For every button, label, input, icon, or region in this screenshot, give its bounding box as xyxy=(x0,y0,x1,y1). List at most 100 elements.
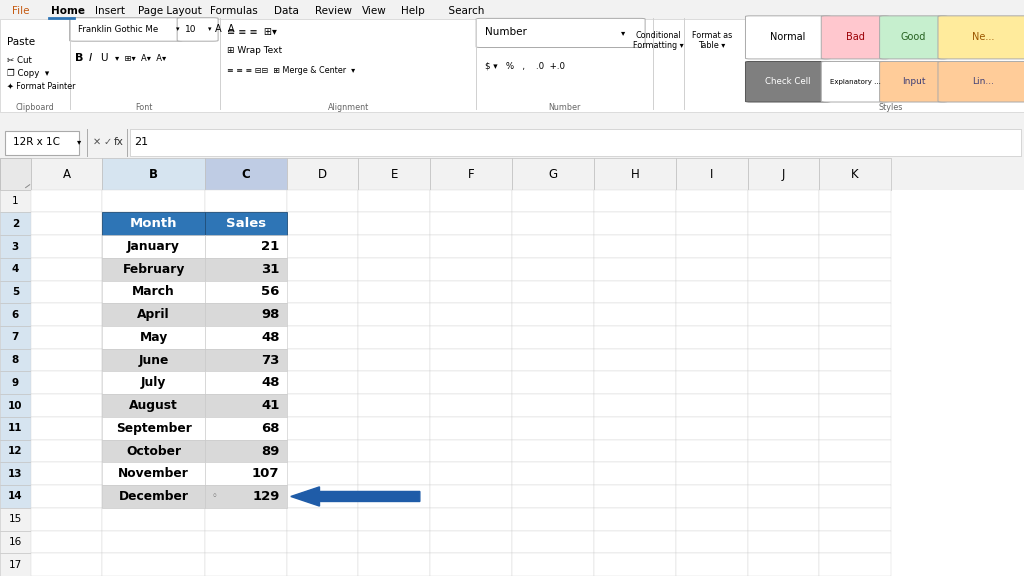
FancyBboxPatch shape xyxy=(512,439,594,463)
FancyBboxPatch shape xyxy=(748,372,819,394)
FancyBboxPatch shape xyxy=(102,463,205,485)
Text: ◦: ◦ xyxy=(212,491,218,502)
FancyBboxPatch shape xyxy=(0,349,31,372)
FancyBboxPatch shape xyxy=(476,18,645,48)
FancyBboxPatch shape xyxy=(102,463,205,485)
FancyBboxPatch shape xyxy=(748,394,819,417)
FancyBboxPatch shape xyxy=(102,349,205,372)
FancyBboxPatch shape xyxy=(430,235,512,258)
FancyBboxPatch shape xyxy=(594,281,676,304)
FancyBboxPatch shape xyxy=(594,530,676,554)
FancyBboxPatch shape xyxy=(676,554,748,576)
FancyBboxPatch shape xyxy=(358,394,430,417)
Text: Lin...: Lin... xyxy=(972,77,994,86)
Text: U: U xyxy=(100,54,108,63)
FancyBboxPatch shape xyxy=(821,62,889,102)
Text: July: July xyxy=(141,376,166,389)
FancyBboxPatch shape xyxy=(31,463,102,485)
Text: 10: 10 xyxy=(185,25,197,33)
FancyBboxPatch shape xyxy=(512,485,594,508)
FancyBboxPatch shape xyxy=(358,439,430,463)
FancyBboxPatch shape xyxy=(512,190,594,213)
Text: ✂ Cut: ✂ Cut xyxy=(7,56,32,65)
FancyBboxPatch shape xyxy=(430,554,512,576)
FancyBboxPatch shape xyxy=(0,463,31,485)
Text: December: December xyxy=(119,490,188,503)
Text: ▾: ▾ xyxy=(208,26,211,32)
FancyBboxPatch shape xyxy=(430,417,512,439)
FancyBboxPatch shape xyxy=(358,349,430,372)
FancyBboxPatch shape xyxy=(287,394,358,417)
Text: 21: 21 xyxy=(261,240,280,253)
Text: Alignment: Alignment xyxy=(328,103,369,112)
FancyBboxPatch shape xyxy=(745,16,830,59)
FancyBboxPatch shape xyxy=(819,281,891,304)
FancyBboxPatch shape xyxy=(102,485,205,508)
FancyBboxPatch shape xyxy=(0,554,31,576)
FancyBboxPatch shape xyxy=(102,530,205,554)
Text: ❐ Copy  ▾: ❐ Copy ▾ xyxy=(7,69,49,78)
FancyBboxPatch shape xyxy=(819,417,891,439)
FancyBboxPatch shape xyxy=(512,554,594,576)
FancyBboxPatch shape xyxy=(177,18,218,41)
FancyBboxPatch shape xyxy=(594,190,676,213)
Text: Data: Data xyxy=(274,6,299,16)
FancyBboxPatch shape xyxy=(205,394,287,417)
Text: K: K xyxy=(851,168,859,180)
FancyBboxPatch shape xyxy=(0,281,31,304)
FancyBboxPatch shape xyxy=(358,326,430,349)
FancyBboxPatch shape xyxy=(358,235,430,258)
FancyBboxPatch shape xyxy=(430,530,512,554)
FancyBboxPatch shape xyxy=(748,304,819,326)
FancyBboxPatch shape xyxy=(70,18,182,41)
Text: ▾: ▾ xyxy=(176,26,179,32)
Text: 31: 31 xyxy=(261,263,280,276)
Text: 13: 13 xyxy=(8,469,23,479)
Text: 12: 12 xyxy=(8,446,23,456)
FancyBboxPatch shape xyxy=(287,349,358,372)
FancyBboxPatch shape xyxy=(102,235,205,258)
Text: May: May xyxy=(139,331,168,344)
Text: Normal: Normal xyxy=(770,32,806,43)
FancyBboxPatch shape xyxy=(819,326,891,349)
FancyBboxPatch shape xyxy=(358,417,430,439)
Text: 16: 16 xyxy=(9,537,22,547)
FancyBboxPatch shape xyxy=(102,417,205,439)
FancyBboxPatch shape xyxy=(0,158,1024,190)
Text: 12R x 1C: 12R x 1C xyxy=(13,137,60,147)
FancyBboxPatch shape xyxy=(512,304,594,326)
FancyBboxPatch shape xyxy=(0,372,31,394)
Text: fx: fx xyxy=(114,137,124,147)
Text: September: September xyxy=(116,422,191,435)
FancyBboxPatch shape xyxy=(748,417,819,439)
FancyBboxPatch shape xyxy=(205,304,287,326)
FancyBboxPatch shape xyxy=(102,304,205,326)
Text: 7: 7 xyxy=(11,332,19,342)
FancyBboxPatch shape xyxy=(102,258,205,281)
FancyBboxPatch shape xyxy=(430,213,512,235)
FancyBboxPatch shape xyxy=(31,508,102,530)
FancyBboxPatch shape xyxy=(287,326,358,349)
FancyBboxPatch shape xyxy=(0,213,31,235)
FancyBboxPatch shape xyxy=(676,213,748,235)
FancyBboxPatch shape xyxy=(748,439,819,463)
Text: 9: 9 xyxy=(12,378,18,388)
Text: 129: 129 xyxy=(252,490,280,503)
Text: Font: Font xyxy=(136,103,153,112)
FancyBboxPatch shape xyxy=(102,258,205,281)
FancyBboxPatch shape xyxy=(31,530,102,554)
Text: File: File xyxy=(12,6,30,16)
FancyBboxPatch shape xyxy=(594,258,676,281)
FancyBboxPatch shape xyxy=(205,326,287,349)
FancyBboxPatch shape xyxy=(31,417,102,439)
FancyBboxPatch shape xyxy=(0,508,31,530)
FancyBboxPatch shape xyxy=(205,190,287,213)
FancyBboxPatch shape xyxy=(102,417,205,439)
Text: Format as
Table ▾: Format as Table ▾ xyxy=(691,31,732,50)
FancyBboxPatch shape xyxy=(676,463,748,485)
Text: A: A xyxy=(62,168,71,180)
FancyBboxPatch shape xyxy=(512,258,594,281)
FancyBboxPatch shape xyxy=(287,463,358,485)
FancyBboxPatch shape xyxy=(819,508,891,530)
FancyBboxPatch shape xyxy=(358,508,430,530)
